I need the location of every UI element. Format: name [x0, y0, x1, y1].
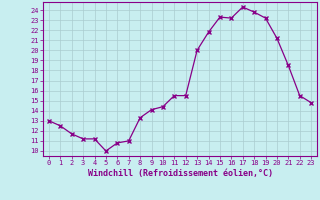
X-axis label: Windchill (Refroidissement éolien,°C): Windchill (Refroidissement éolien,°C) — [87, 169, 273, 178]
